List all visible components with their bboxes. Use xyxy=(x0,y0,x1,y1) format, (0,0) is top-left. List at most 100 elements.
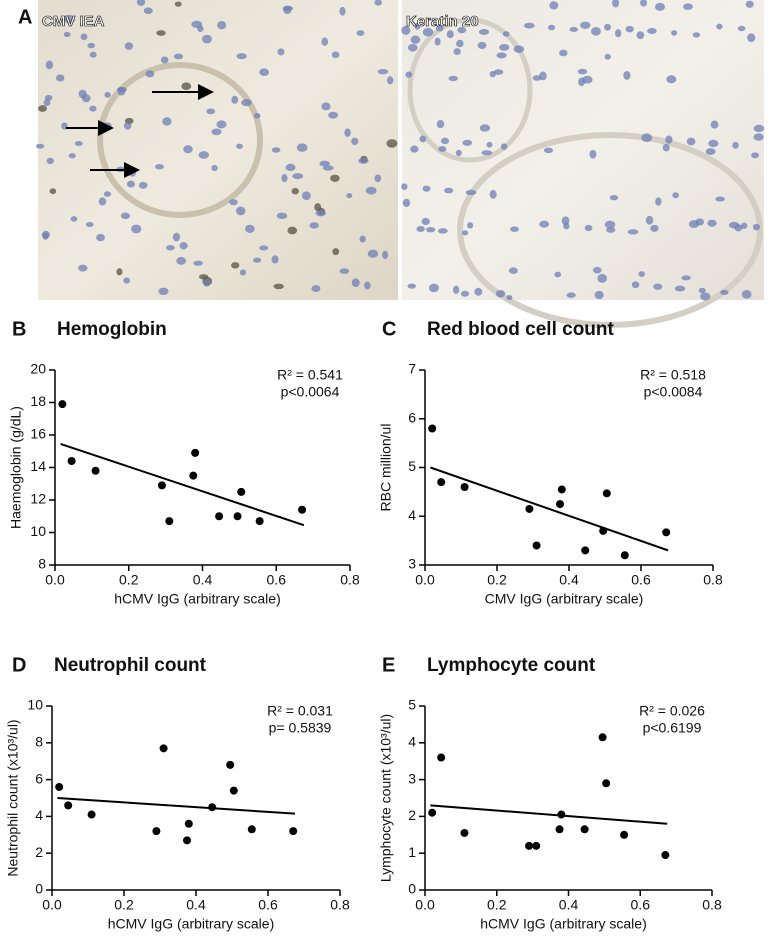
y-axis-label: Haemoglobin (g/dL) xyxy=(8,406,24,529)
nucleus xyxy=(236,53,247,60)
point xyxy=(183,836,191,845)
point xyxy=(215,512,224,521)
nucleus xyxy=(68,153,76,159)
nucleus xyxy=(245,224,255,234)
x-tick-label: 0.6 xyxy=(631,897,651,913)
point xyxy=(557,485,566,494)
panel-label: D xyxy=(12,654,26,676)
nucleus xyxy=(236,143,243,149)
nucleus xyxy=(231,95,239,104)
x-tick-label: 0.8 xyxy=(330,897,350,913)
nucleus xyxy=(89,51,97,58)
point xyxy=(620,551,629,560)
nucleus xyxy=(405,71,413,78)
panel-label: A xyxy=(18,6,32,28)
nucleus xyxy=(745,0,754,8)
nucleus xyxy=(495,289,506,298)
nucleus xyxy=(460,290,470,297)
nucleus xyxy=(277,48,285,56)
nucleus xyxy=(364,281,371,290)
nucleus xyxy=(597,273,608,283)
y-tick-label: 8 xyxy=(35,734,43,750)
point xyxy=(67,457,76,465)
nucleus xyxy=(155,163,164,170)
point xyxy=(428,808,437,817)
nucleus xyxy=(198,151,210,159)
nucleus xyxy=(339,6,346,16)
nucleus xyxy=(181,82,192,91)
nucleus xyxy=(612,0,620,8)
nucleus xyxy=(532,75,542,81)
nucleus xyxy=(747,33,756,43)
point xyxy=(91,466,100,475)
nucleus xyxy=(627,229,639,235)
nucleus xyxy=(339,268,350,274)
point xyxy=(428,424,437,433)
nucleus xyxy=(229,199,238,206)
nucleus xyxy=(235,206,246,216)
nucleus xyxy=(231,262,240,269)
y-axis-label: RBC million/ul xyxy=(378,424,394,512)
y-tick-label: 18 xyxy=(30,393,46,409)
point xyxy=(247,825,256,834)
y-tick-label: 6 xyxy=(35,770,43,786)
nucleus xyxy=(716,23,723,30)
nucleus xyxy=(425,226,436,233)
nucleus xyxy=(732,141,739,149)
nucleus xyxy=(580,21,591,29)
point xyxy=(189,471,198,480)
regression-line xyxy=(430,804,668,825)
x-tick-label: 0.2 xyxy=(119,572,139,588)
x-tick-label: 0.4 xyxy=(559,572,579,588)
nucleus xyxy=(625,25,634,33)
nucleus xyxy=(145,70,155,78)
nucleus xyxy=(281,174,288,183)
y-tick-label: 5 xyxy=(408,458,416,474)
nucleus xyxy=(166,244,175,251)
x-tick-label: 0.8 xyxy=(703,572,723,588)
x-axis-label: hCMV IgG (arbitrary scale) xyxy=(108,916,274,932)
nucleus xyxy=(437,228,448,234)
nucleus xyxy=(604,53,611,60)
nucleus xyxy=(428,283,439,293)
nucleus xyxy=(123,122,132,130)
nucleus xyxy=(386,139,398,148)
nucleus xyxy=(103,191,112,197)
nucleus xyxy=(296,143,308,152)
annotation: R² = 0.031 xyxy=(267,703,333,719)
nucleus xyxy=(346,193,353,199)
point xyxy=(55,782,64,791)
nucleus xyxy=(737,25,746,32)
nucleus xyxy=(692,32,701,38)
nucleus xyxy=(98,197,107,206)
x-tick-label: 0.6 xyxy=(631,572,651,588)
nucleus xyxy=(239,269,247,276)
regression-line xyxy=(430,466,669,552)
image-label: CMV IEA xyxy=(42,13,105,30)
nucleus xyxy=(70,216,78,222)
y-tick-label: 7 xyxy=(408,361,416,377)
nucleus xyxy=(193,260,203,266)
nucleus xyxy=(638,271,645,277)
nucleus xyxy=(374,0,382,6)
nucleus xyxy=(202,278,211,287)
nucleus xyxy=(671,30,678,36)
y-tick-label: 10 xyxy=(30,523,46,539)
x-tick-label: 0.4 xyxy=(559,897,579,913)
nucleus xyxy=(419,135,427,143)
micrographs xyxy=(35,0,765,328)
nucleus xyxy=(321,37,329,46)
nucleus xyxy=(481,150,493,156)
nucleus xyxy=(285,163,296,172)
nucleus xyxy=(700,292,711,301)
nucleus xyxy=(123,277,131,284)
point xyxy=(226,760,235,769)
nucleus xyxy=(158,287,169,296)
nucleus xyxy=(674,285,686,292)
nucleus xyxy=(202,34,212,44)
x-tick-label: 0.0 xyxy=(415,897,435,913)
nucleus xyxy=(539,220,550,228)
point xyxy=(437,753,446,762)
nucleus xyxy=(314,203,322,212)
